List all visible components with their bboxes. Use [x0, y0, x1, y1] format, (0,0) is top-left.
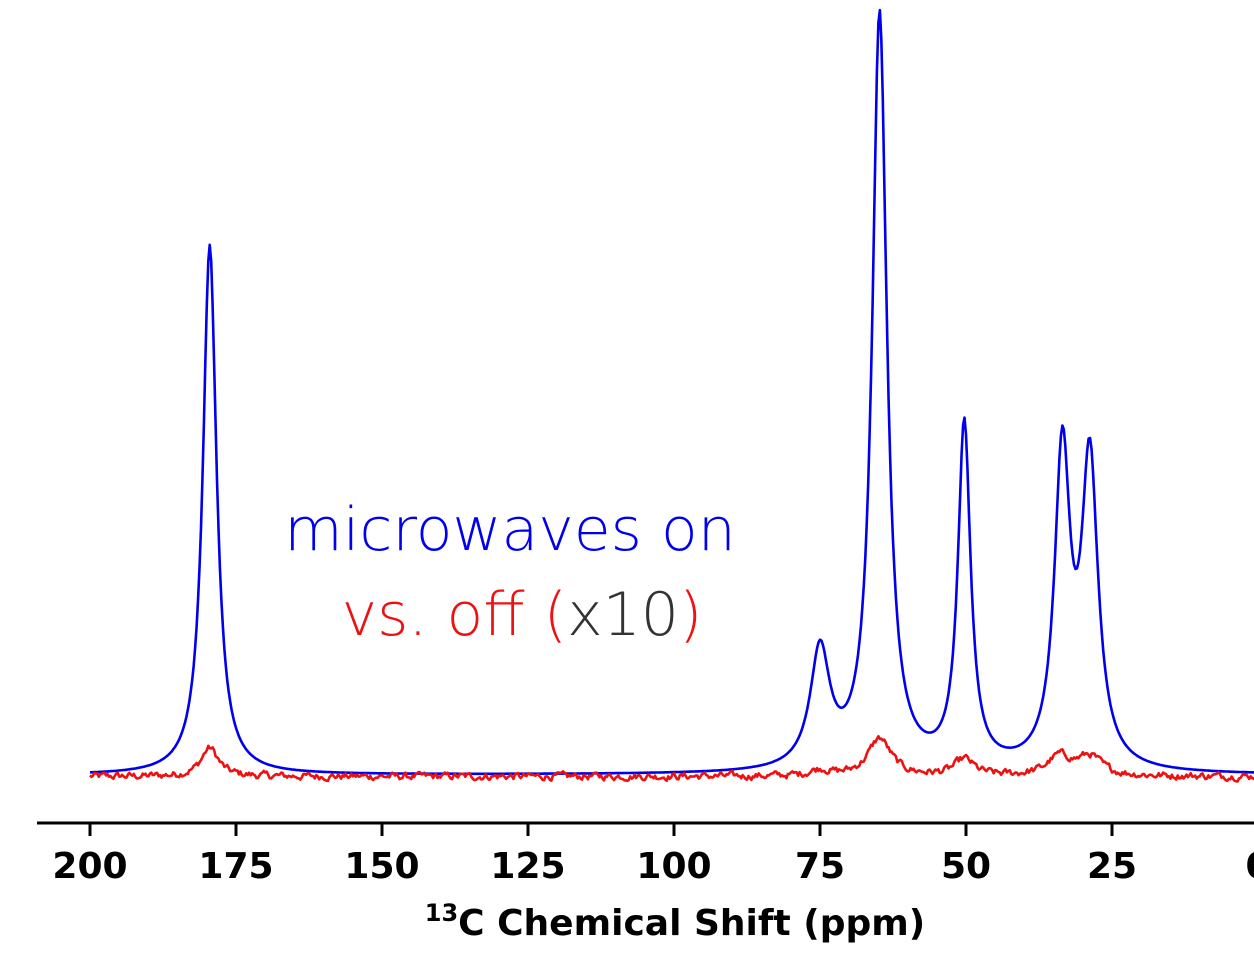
annotation-line2: vs. off (x10) [342, 580, 703, 650]
x-tick-label-50: 50 [941, 846, 991, 887]
series-line-on [90, 8, 1254, 776]
annotation-paren-open: ( [544, 580, 567, 650]
annotation-line1: microwaves on [284, 495, 736, 565]
x-tick-label-75: 75 [795, 846, 845, 887]
x-tick-label-100: 100 [636, 846, 711, 887]
annotation-paren-close: ) [679, 580, 702, 650]
x-axis-title-text: C Chemical Shift (ppm) [458, 903, 925, 944]
series-line-off [89, 735, 1254, 783]
x-tick-label-0: 0 [1245, 846, 1254, 887]
annotation-multiplier: x10 [567, 580, 679, 650]
x-tick-label-25: 25 [1087, 846, 1137, 887]
x-axis-title-superscript: 13 [425, 899, 458, 927]
annotation-off-text: vs. off [342, 580, 544, 650]
plot-area [89, 8, 1254, 783]
x-tick-label-200: 200 [52, 846, 127, 887]
x-axis-ticks: 200 175 150 125 100 75 50 25 0 [52, 823, 1254, 887]
x-axis-title: 13C Chemical Shift (ppm) [425, 899, 925, 944]
x-tick-label-150: 150 [344, 846, 419, 887]
x-tick-label-125: 125 [490, 846, 565, 887]
x-tick-label-175: 175 [198, 846, 273, 887]
